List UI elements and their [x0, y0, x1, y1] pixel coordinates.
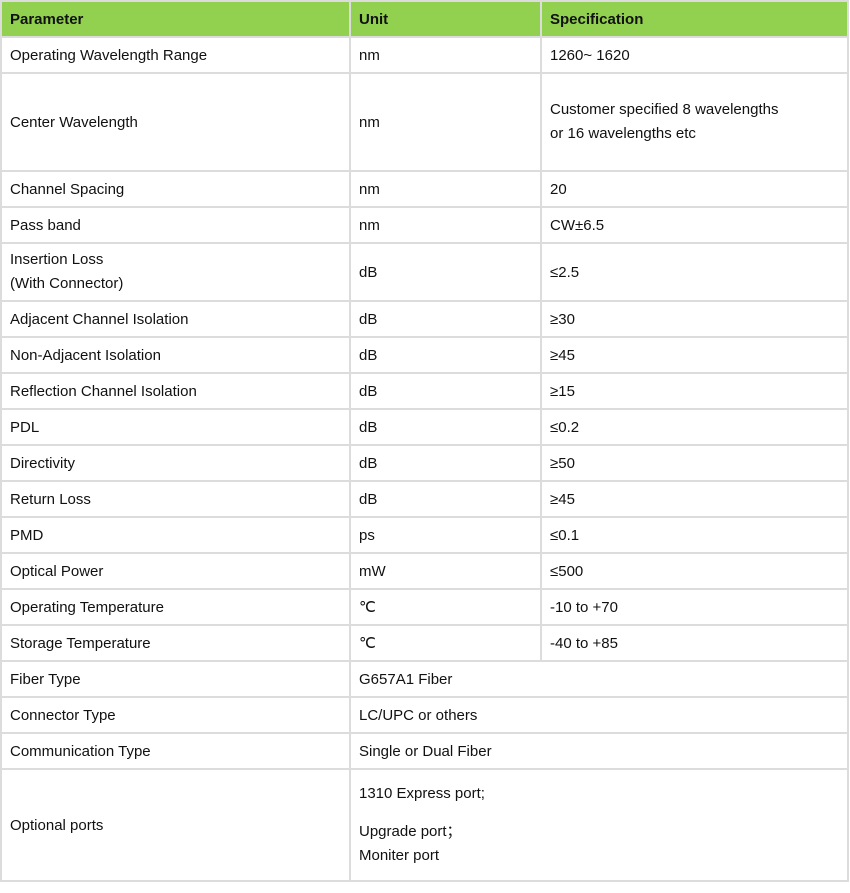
- unit-cell: nm: [351, 172, 540, 206]
- parameter-cell: Directivity: [2, 446, 349, 480]
- unit-cell: dB: [351, 482, 540, 516]
- table-row: Optional ports 1310 Express port; Upgrad…: [2, 770, 847, 880]
- parameter-cell: PMD: [2, 518, 349, 552]
- merged-spec-cell: Single or Dual Fiber: [351, 734, 847, 768]
- spec-cell: ≥50: [542, 446, 847, 480]
- unit-cell: ℃: [351, 590, 540, 624]
- spec-cell: -40 to +85: [542, 626, 847, 660]
- unit-cell: ps: [351, 518, 540, 552]
- table-row: Non-Adjacent Isolation dB ≥45: [2, 338, 847, 372]
- parameter-cell: Adjacent Channel Isolation: [2, 302, 349, 336]
- spec-cell: ≥30: [542, 302, 847, 336]
- parameter-cell: Connector Type: [2, 698, 349, 732]
- parameter-cell: Optional ports: [2, 770, 349, 880]
- spec-cell: ≥45: [542, 482, 847, 516]
- table-row: Operating Temperature ℃ -10 to +70: [2, 590, 847, 624]
- table-row: Connector Type LC/UPC or others: [2, 698, 847, 732]
- parameter-cell: Center Wavelength: [2, 74, 349, 170]
- spec-line: Upgrade port；: [359, 823, 462, 840]
- unit-cell: dB: [351, 302, 540, 336]
- unit-cell: mW: [351, 554, 540, 588]
- parameter-cell: Operating Temperature: [2, 590, 349, 624]
- unit-cell: dB: [351, 446, 540, 480]
- header-specification: Specification: [542, 2, 847, 36]
- parameter-cell: Reflection Channel Isolation: [2, 374, 349, 408]
- merged-spec-cell: G657A1 Fiber: [351, 662, 847, 696]
- parameter-line: (With Connector): [10, 275, 124, 292]
- unit-cell: dB: [351, 338, 540, 372]
- spec-cell: -10 to +70: [542, 590, 847, 624]
- unit-cell: nm: [351, 208, 540, 242]
- unit-cell: dB: [351, 244, 540, 300]
- table-row: Channel Spacing nm 20: [2, 172, 847, 206]
- spec-cell: ≤0.2: [542, 410, 847, 444]
- parameter-cell: Pass band: [2, 208, 349, 242]
- parameter-cell: Return Loss: [2, 482, 349, 516]
- parameter-cell: Communication Type: [2, 734, 349, 768]
- spec-line: Moniter port: [359, 847, 440, 864]
- unit-cell: dB: [351, 410, 540, 444]
- table-row: Directivity dB ≥50: [2, 446, 847, 480]
- header-parameter: Parameter: [2, 2, 349, 36]
- parameter-cell: Insertion Loss (With Connector): [2, 244, 349, 300]
- parameter-cell: Optical Power: [2, 554, 349, 588]
- table-row: PMD ps ≤0.1: [2, 518, 847, 552]
- parameter-cell: Channel Spacing: [2, 172, 349, 206]
- spec-line: 1310 Express port;: [359, 785, 485, 802]
- header-row: Parameter Unit Specification: [2, 2, 847, 36]
- table-row: Return Loss dB ≥45: [2, 482, 847, 516]
- spec-cell: ≤500: [542, 554, 847, 588]
- parameter-line: Insertion Loss: [10, 251, 104, 268]
- unit-cell: dB: [351, 374, 540, 408]
- table-row: Pass band nm CW±6.5: [2, 208, 847, 242]
- table-row: Communication Type Single or Dual Fiber: [2, 734, 847, 768]
- spec-line: Customer specified 8 wavelengths: [550, 101, 779, 118]
- spec-cell: 20: [542, 172, 847, 206]
- spec-cell: Customer specified 8 wavelengths or 16 w…: [542, 74, 847, 170]
- spec-cell: 1260~ 1620: [542, 38, 847, 72]
- table-row: Fiber Type G657A1 Fiber: [2, 662, 847, 696]
- table-row: Optical Power mW ≤500: [2, 554, 847, 588]
- table-row: Adjacent Channel Isolation dB ≥30: [2, 302, 847, 336]
- parameter-cell: Operating Wavelength Range: [2, 38, 349, 72]
- merged-spec-cell: 1310 Express port; Upgrade port； Moniter…: [351, 770, 847, 880]
- unit-cell: ℃: [351, 626, 540, 660]
- parameter-cell: Non-Adjacent Isolation: [2, 338, 349, 372]
- parameter-cell: PDL: [2, 410, 349, 444]
- spec-line: or 16 wavelengths etc: [550, 125, 696, 142]
- spec-cell: ≥45: [542, 338, 847, 372]
- table-row: Storage Temperature ℃ -40 to +85: [2, 626, 847, 660]
- spec-cell: ≤2.5: [542, 244, 847, 300]
- table-row: Operating Wavelength Range nm 1260~ 1620: [2, 38, 847, 72]
- spec-cell: ≤0.1: [542, 518, 847, 552]
- unit-cell: nm: [351, 74, 540, 170]
- table-row: PDL dB ≤0.2: [2, 410, 847, 444]
- parameter-cell: Storage Temperature: [2, 626, 349, 660]
- table-row: Reflection Channel Isolation dB ≥15: [2, 374, 847, 408]
- spec-cell: ≥15: [542, 374, 847, 408]
- parameter-cell: Fiber Type: [2, 662, 349, 696]
- table-row: Insertion Loss (With Connector) dB ≤2.5: [2, 244, 847, 300]
- table-row: Center Wavelength nm Customer specified …: [2, 74, 847, 170]
- unit-cell: nm: [351, 38, 540, 72]
- merged-spec-cell: LC/UPC or others: [351, 698, 847, 732]
- header-unit: Unit: [351, 2, 540, 36]
- spec-cell: CW±6.5: [542, 208, 847, 242]
